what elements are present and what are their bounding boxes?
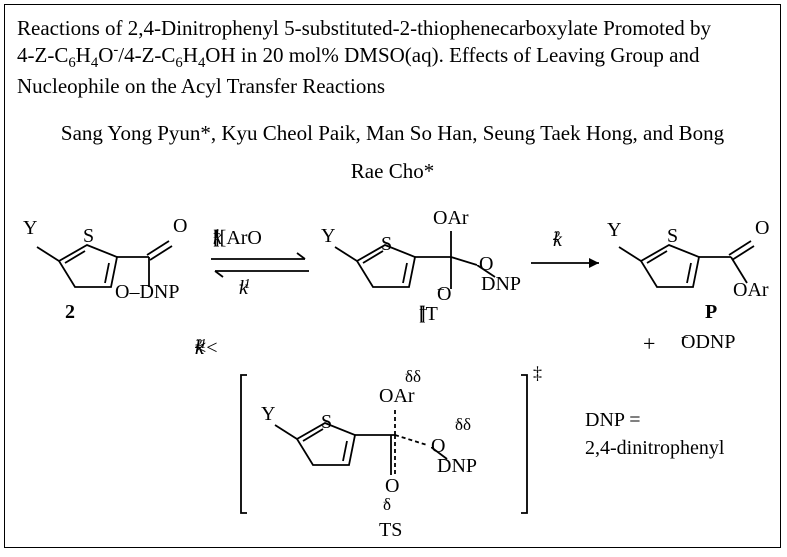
k2-2: 2 [553, 229, 560, 245]
odnp-minus-txt: ODNP [681, 331, 735, 354]
S-mid: S [381, 233, 392, 256]
title-line-2-mid: /4-Z-C [118, 43, 175, 67]
authors: Sang Yong Pyun*, Kyu Cheol Paik, Man So … [5, 101, 780, 197]
S-ts: S [321, 411, 332, 434]
compound-2: 2 [65, 301, 75, 324]
mid-DNP-line [477, 265, 507, 285]
TS-label: TS [379, 519, 402, 542]
OAr-ts: OAr [379, 385, 415, 408]
title-line-2-pre: 4-Z-C [17, 43, 68, 67]
structure-P [605, 215, 775, 325]
ts-dagger: ‡ [533, 363, 542, 384]
plus-sign: + [643, 331, 655, 357]
ts-DNP-line [431, 447, 457, 465]
title-line-3: Nucleophile on the Acyl Transfer Reactio… [17, 74, 385, 98]
km1-sub: -1 [239, 277, 251, 293]
reaction-scheme: Y S O O–DNP 2 k1[[ArO−] k-1 [5, 197, 780, 557]
compound-P: P [705, 301, 717, 324]
Y-left: Y [23, 217, 37, 240]
kineq-sub2: 2 [195, 337, 202, 353]
dnp-definition-2: 2,4-dinitrophenyl [585, 437, 724, 460]
title-line-2-post: OH in 20 mol% DMSO(aq). Effects of Leavi… [205, 43, 699, 67]
authors-line2: Rae Cho* [351, 159, 434, 183]
OAr-mid: OAr [433, 207, 469, 230]
Tminus-label: [T−] [419, 303, 426, 326]
Y-mid: Y [321, 225, 335, 248]
authors-line1: Sang Yong Pyun*, Kyu Cheol Paik, Man So … [61, 121, 724, 145]
equilibrium-arrow [205, 247, 315, 287]
structure-2 [19, 215, 199, 335]
Y-right: Y [607, 219, 621, 242]
k1-close: ] [213, 227, 220, 250]
O-left-carbonyl: O [173, 215, 187, 238]
S-left: S [83, 225, 94, 248]
k2-arrow [527, 253, 607, 273]
paper-title: Reactions of 2,4-Dinitrophenyl 5-substit… [5, 11, 780, 101]
title-line-1: Reactions of 2,4-Dinitrophenyl 5-substit… [17, 16, 711, 40]
OAr-right: OAr [733, 279, 769, 302]
Y-ts: Y [261, 403, 275, 426]
figure-frame: Reactions of 2,4-Dinitrophenyl 5-substit… [4, 4, 781, 548]
O-right-carbonyl: O [755, 217, 769, 240]
S-right: S [667, 225, 678, 248]
dnp-definition-1: DNP = [585, 409, 641, 432]
ODNP-left: O–DNP [115, 281, 179, 304]
